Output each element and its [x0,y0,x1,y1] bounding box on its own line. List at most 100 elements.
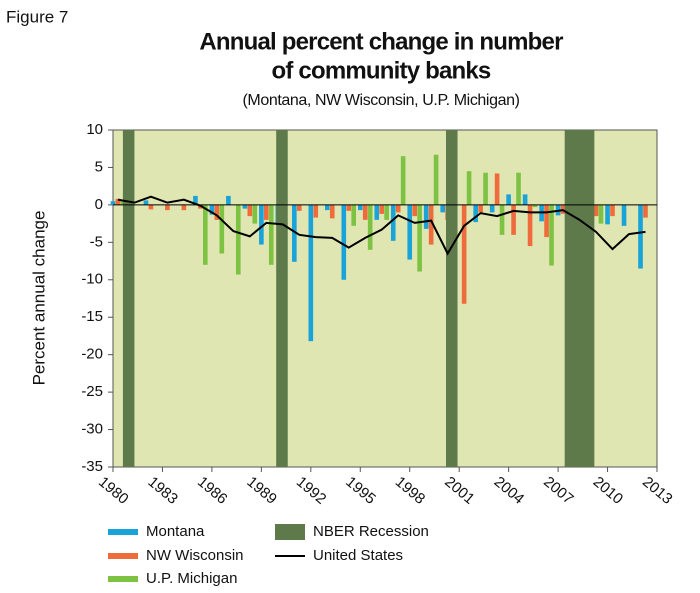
y-tick-label: -5 [90,233,103,250]
bar [489,204,495,213]
legend-label: NW Wisconsin [146,547,244,564]
bar [313,204,319,218]
bar [219,204,225,254]
legend-label: NBER Recession [313,523,429,540]
bar [264,204,269,220]
y-tick-label: -30 [81,421,103,438]
bar [544,204,549,238]
y-tick-label: -35 [81,458,103,475]
x-tick-label: 1995 [342,473,378,507]
bar [329,204,335,219]
bar [499,204,505,235]
bar [308,204,314,342]
bar [473,204,478,223]
bar [638,204,643,269]
x-tick-label: 1983 [145,473,181,507]
bar [203,204,208,265]
bar [390,204,396,241]
bar [357,204,363,211]
y-tick-label: -15 [81,308,103,325]
bar [379,204,385,214]
y-tick-label: 10 [86,121,103,138]
bar [181,204,187,211]
recession-band [122,130,135,467]
bar [532,204,538,208]
legend-swatch [275,524,305,540]
bar [417,204,422,272]
x-tick-label: 1998 [392,473,428,507]
bar [268,204,274,265]
bar [407,204,413,260]
bar [400,156,406,205]
legend-label: United States [313,547,403,564]
bar [242,204,248,209]
bar [362,204,368,220]
y-tick-label: -25 [81,383,103,400]
bar [516,172,521,205]
bar [511,204,516,235]
legend-label: Montana [146,523,205,540]
bar [643,204,648,218]
bar [235,204,241,275]
bar [522,194,528,205]
y-tick-label: -10 [81,271,103,288]
bar [110,201,116,205]
bar [346,204,352,211]
x-tick-label: 1986 [194,473,230,507]
chart-title: of community banks [272,57,491,84]
bar [549,204,554,266]
bar [478,204,483,213]
bar [367,204,373,250]
legend-swatch [108,529,138,535]
bar [115,198,121,205]
bar [296,204,302,211]
bar [610,204,615,217]
bar [259,204,264,245]
bar [598,204,604,224]
bar [395,204,401,213]
bar [214,204,220,220]
bar [209,204,215,215]
x-tick-label: 2004 [491,473,527,507]
bar [324,204,330,211]
bar [527,204,533,247]
y-tick-label: 0 [95,196,103,213]
x-tick-label: 2013 [639,473,675,507]
bar [461,204,467,304]
bar [384,204,389,220]
bar [440,204,446,213]
legend-label: U.P. Michigan [146,570,237,587]
bar [428,204,434,245]
bar [494,173,500,205]
bar [193,195,198,205]
bar [247,204,253,217]
legend-swatch [108,553,138,559]
figure-label: Figure 7 [6,7,68,26]
y-tick-label: 5 [95,158,103,175]
y-tick-label: -20 [81,346,103,363]
bar [165,204,170,211]
bar [341,204,347,280]
chart-title: Annual percent change in number [199,28,563,55]
legend-swatch [108,576,138,582]
bar [466,171,472,205]
bar [433,154,439,205]
bar [605,204,610,225]
bar [374,204,380,220]
recession-band [445,130,458,467]
x-tick-label: 2001 [441,473,477,507]
bar [143,200,149,205]
x-tick-label: 2007 [540,473,576,507]
bar [483,172,488,205]
bar [292,204,297,262]
y-axis-label: Percent annual change [29,211,48,386]
bar [226,195,231,205]
recession-band [564,130,595,467]
bar [252,204,258,224]
bar [412,204,417,217]
bar [148,204,154,210]
bar [351,204,356,226]
chart-subtitle: (Montana, NW Wisconsin, U.P. Michigan) [242,92,519,109]
x-tick-label: 1980 [95,473,131,507]
